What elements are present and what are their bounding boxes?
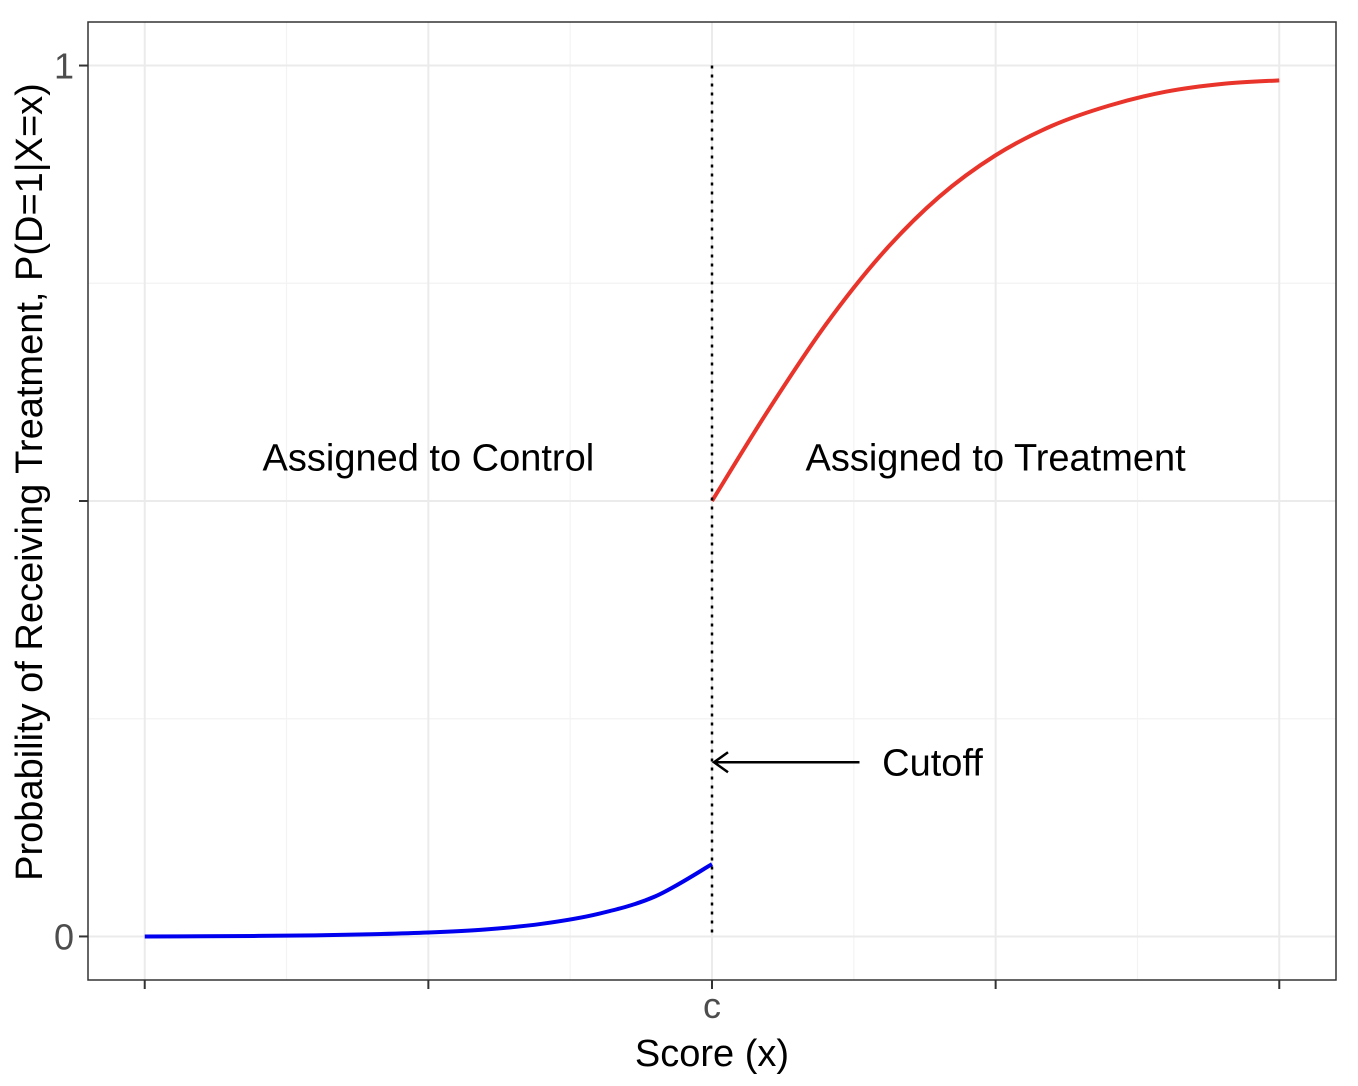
y-tick-label: 1 <box>54 46 74 87</box>
annotation-treatment: Assigned to Treatment <box>806 437 1187 479</box>
x-tick-label: c <box>703 985 721 1026</box>
axis-ticks: c 0 1 <box>54 46 1281 1026</box>
x-axis-title: Score (x) <box>635 1033 789 1075</box>
annotation-control: Assigned to Control <box>263 437 595 479</box>
y-tick-label: 0 <box>54 916 74 957</box>
series-group <box>144 78 1280 939</box>
arrow-head <box>711 751 729 774</box>
cutoff-arrow <box>711 751 860 774</box>
y-axis-title: Probability of Receiving Treatment, P(D=… <box>9 83 51 881</box>
annotation-cutoff: Cutoff <box>882 742 983 784</box>
series-line-treatment <box>710 78 1280 503</box>
series-line-control <box>144 862 713 939</box>
